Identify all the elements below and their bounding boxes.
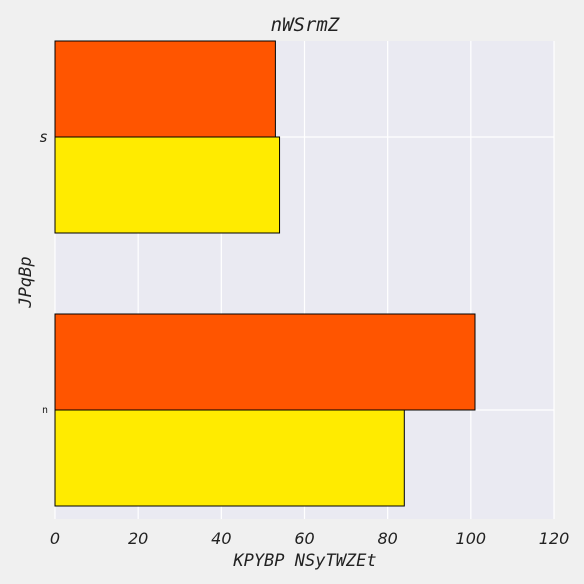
y-axis-label: JPqBp — [16, 256, 36, 308]
bars — [54, 40, 476, 507]
y-tick-label-s: s — [39, 128, 48, 146]
x-axis-label: KPYBP NSyTWZEt — [232, 551, 376, 571]
x-tick-label-2: 40 — [211, 529, 231, 548]
x-tick-label-3: 60 — [294, 529, 314, 548]
x-tick-label-0: 0 — [50, 529, 60, 548]
x-tick-label-4: 80 — [377, 529, 397, 548]
y-ticks: ns — [39, 128, 48, 416]
x-tick-label-6: 120 — [539, 529, 570, 548]
y-tick-label-n: n — [42, 405, 48, 416]
x-ticks: 0 20 40 60 80 100 120 — [50, 529, 569, 548]
bar-s-series-1 — [54, 136, 281, 234]
x-tick-label-5: 100 — [456, 529, 487, 548]
bar-n-series-2 — [54, 313, 476, 411]
chart-title: nWSrmZ — [271, 14, 340, 36]
bar-n-series-1 — [54, 409, 405, 507]
bar-s-series-2 — [54, 40, 276, 138]
x-tick-label-1: 20 — [128, 529, 148, 548]
